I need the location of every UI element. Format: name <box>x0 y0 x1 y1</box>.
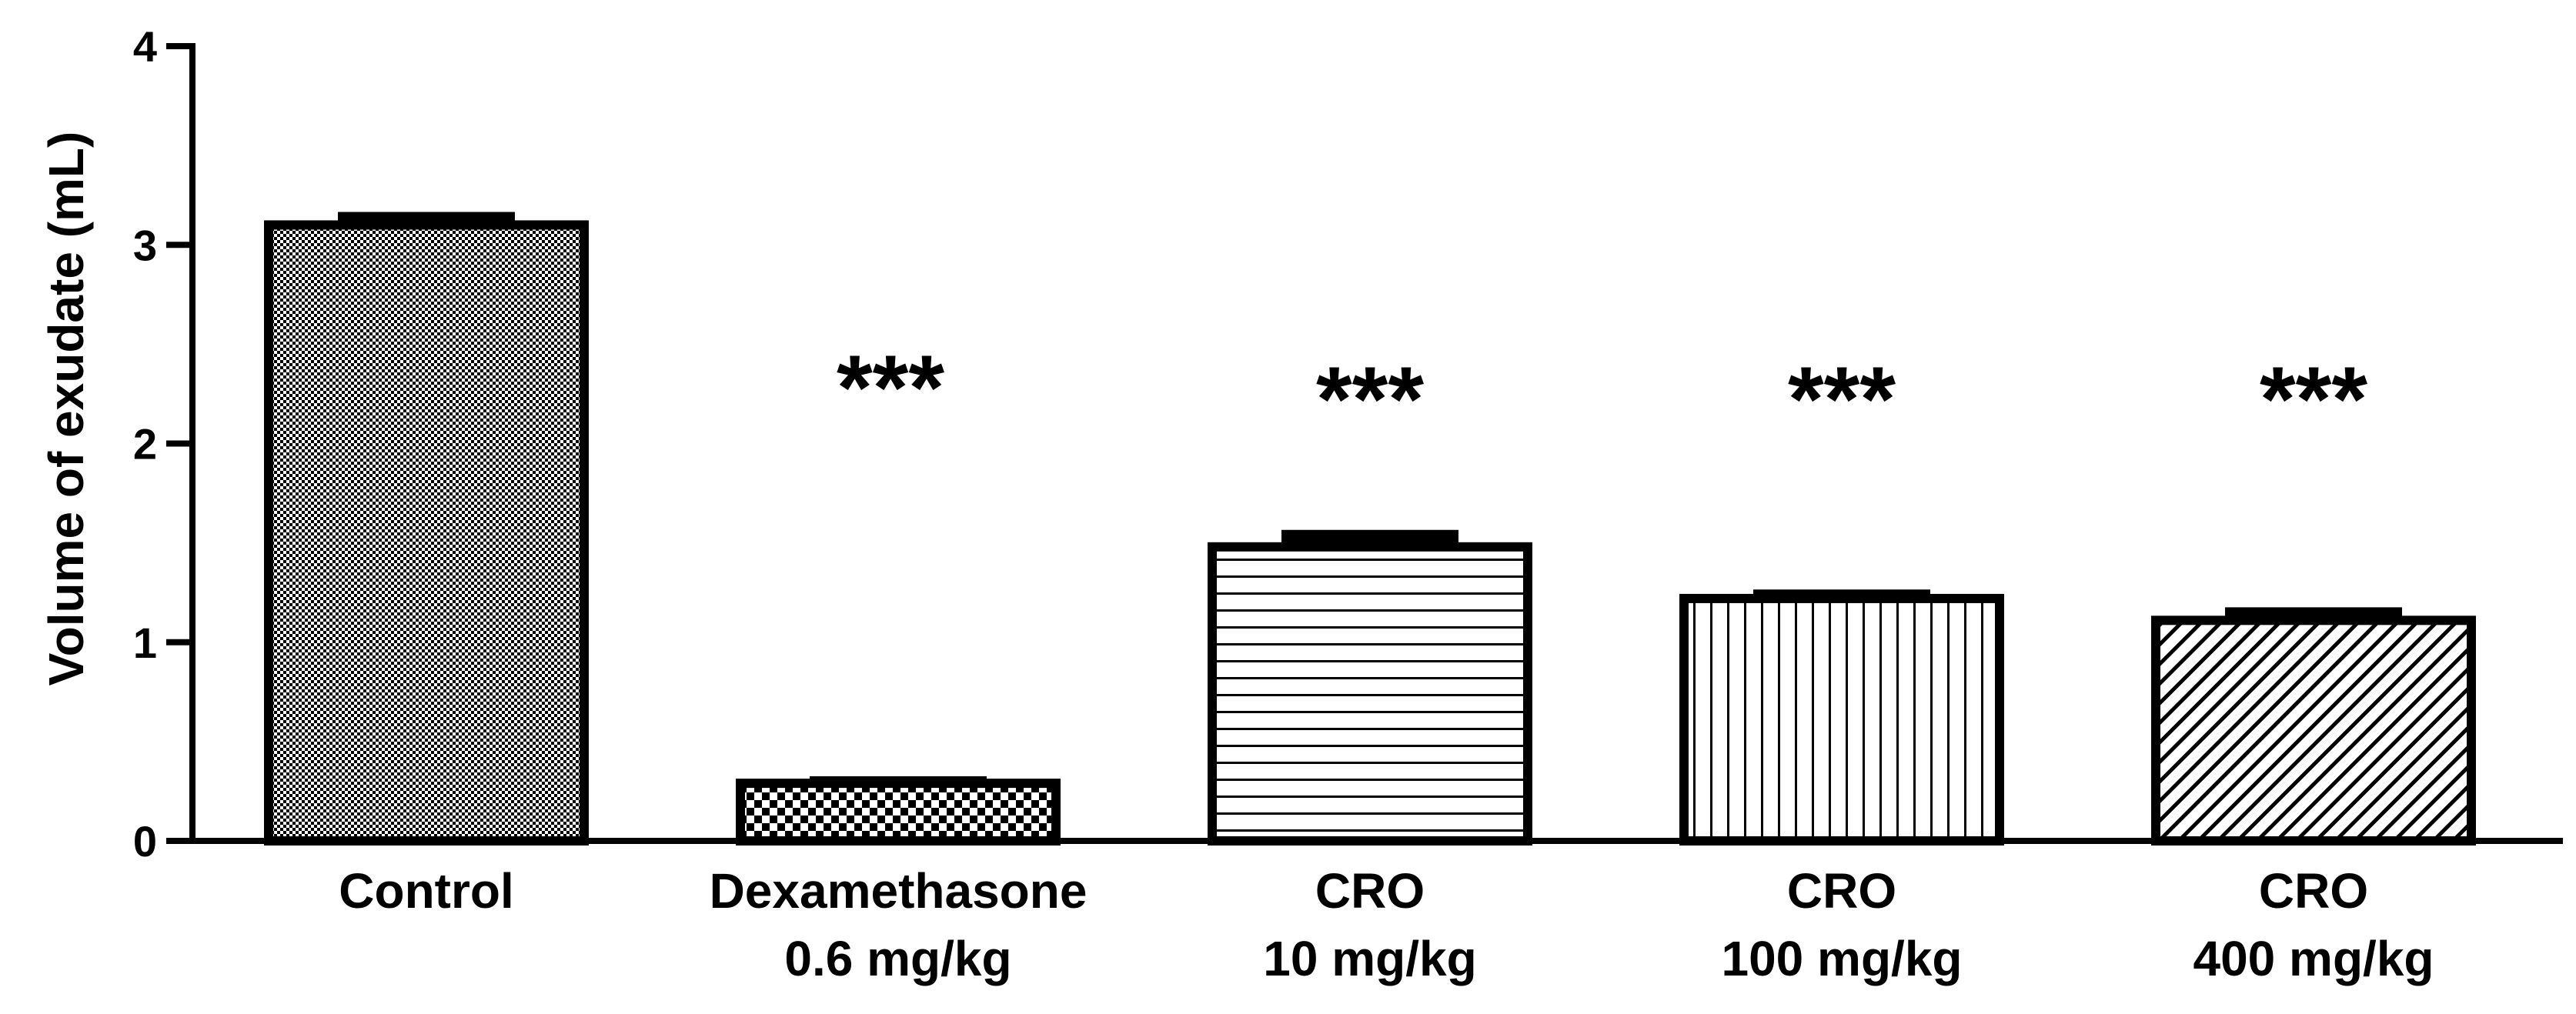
bar <box>264 220 589 846</box>
y-tick-label: 3 <box>133 221 157 269</box>
x-tick-label: Control <box>339 863 514 919</box>
x-tick-label: CRO <box>1315 863 1425 919</box>
x-tick-label: 10 mg/kg <box>1263 931 1476 986</box>
y-axis-ticks: 0 1 2 3 4 <box>133 22 192 866</box>
x-tick-label: Dexamethasone <box>710 863 1088 919</box>
y-axis-title: Volume of exudate (mL) <box>38 132 94 686</box>
significance-mark: *** <box>837 336 944 439</box>
significance-mark: *** <box>1316 348 1424 451</box>
x-axis-labels: Control Dexamethasone 0.6 mg/kg CRO 10 mg/kg… <box>339 863 2434 986</box>
y-tick-label: 4 <box>133 22 157 71</box>
x-tick-label: 100 mg/kg <box>1721 931 1962 986</box>
y-tick-label: 1 <box>133 619 157 667</box>
bars <box>264 212 2476 846</box>
x-tick-label: 400 mg/kg <box>2193 931 2434 986</box>
significance-mark: *** <box>1788 348 1896 451</box>
bar <box>1679 593 2004 846</box>
bar <box>1208 542 1532 846</box>
bar <box>736 779 1061 846</box>
y-tick-label: 2 <box>133 420 157 469</box>
significance-mark: *** <box>2260 348 2367 451</box>
bar <box>2151 615 2476 846</box>
x-tick-label: CRO <box>2259 863 2368 919</box>
x-tick-label: CRO <box>1787 863 1896 919</box>
x-tick-label: 0.6 mg/kg <box>784 931 1011 986</box>
y-tick-label: 0 <box>133 817 157 866</box>
significance-marks: *** *** *** *** <box>837 336 2367 451</box>
